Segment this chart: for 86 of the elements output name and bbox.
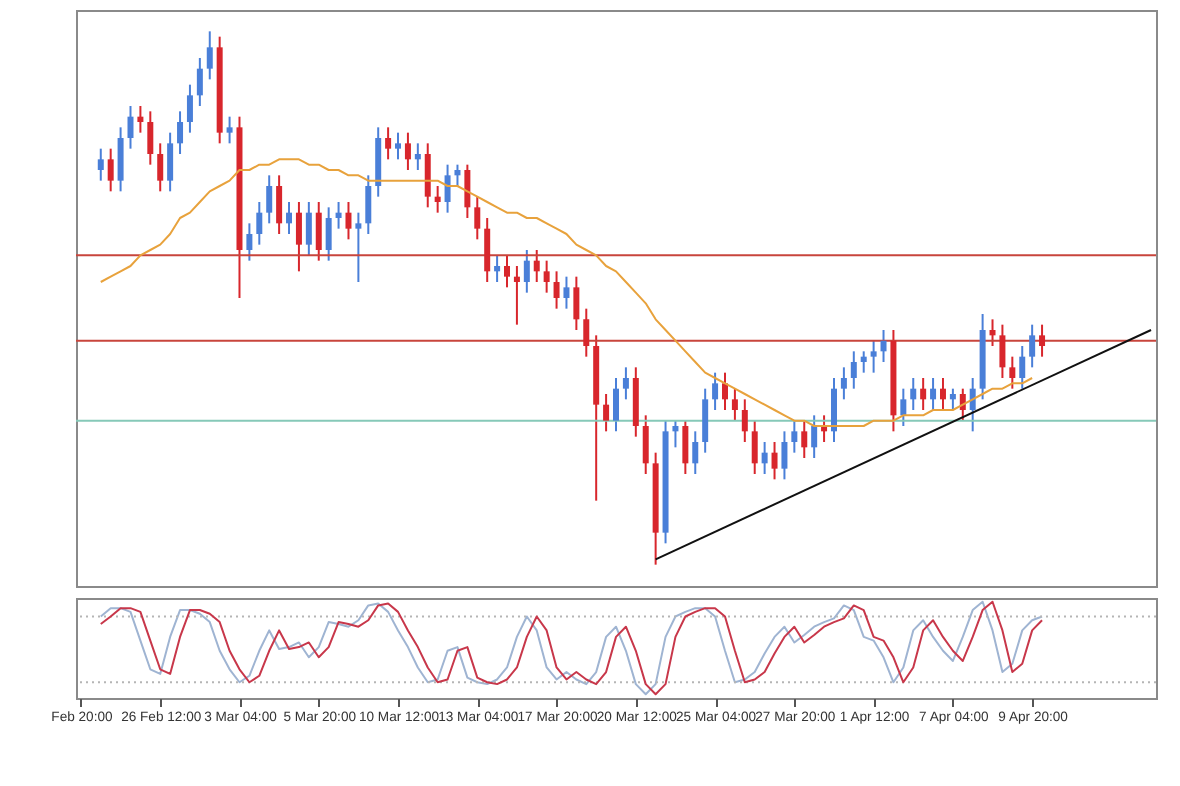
candlestick <box>206 30 213 81</box>
candlestick <box>939 377 946 411</box>
candlestick <box>949 387 956 411</box>
candlestick <box>137 105 144 134</box>
candlestick <box>484 217 491 283</box>
candlestick <box>1019 345 1026 390</box>
candlestick <box>315 201 322 262</box>
candlestick <box>563 275 570 310</box>
candlestick <box>731 387 738 422</box>
candlestick <box>603 393 610 433</box>
candlestick <box>454 163 461 187</box>
candlestick <box>910 377 917 411</box>
candlestick <box>345 201 352 241</box>
candlestick <box>761 441 768 475</box>
candlestick <box>880 329 887 363</box>
candlestick <box>999 323 1006 379</box>
candlestick <box>494 254 501 283</box>
candlestick <box>642 414 649 475</box>
candlestick <box>365 174 372 235</box>
candlestick <box>196 57 203 107</box>
candlestick <box>860 350 867 374</box>
candlestick <box>989 318 996 347</box>
candlestick <box>1039 323 1046 358</box>
candlestick <box>702 387 709 454</box>
candlestick <box>186 83 193 134</box>
candlestick <box>147 110 154 166</box>
candlestick <box>920 377 927 411</box>
candlestick <box>276 174 283 235</box>
candlestick <box>474 195 481 241</box>
candlestick <box>811 414 818 459</box>
candlestick <box>1029 323 1036 369</box>
candlestick <box>504 254 511 289</box>
candlestick <box>325 206 332 262</box>
candlestick <box>543 259 550 294</box>
candlestick <box>414 142 421 171</box>
candlestick <box>395 131 402 161</box>
candlestick <box>622 366 629 401</box>
candlestick <box>930 377 937 411</box>
candlestick <box>513 265 520 326</box>
candlestick <box>266 174 273 225</box>
candlestick <box>840 366 847 401</box>
candlestick <box>246 222 253 262</box>
candlestick <box>672 419 679 449</box>
candlestick <box>424 142 431 209</box>
candlestick <box>741 398 748 443</box>
candlestick <box>900 387 907 427</box>
candlestick <box>850 350 857 390</box>
candlestick <box>721 371 728 411</box>
candlestick <box>523 249 530 294</box>
candlestick <box>97 147 104 182</box>
candlestick <box>801 419 808 459</box>
candlestick <box>295 201 302 273</box>
candlestick <box>553 270 560 310</box>
candlestick <box>583 307 590 358</box>
candlestick <box>305 201 312 257</box>
candlestick <box>613 377 619 433</box>
candlestick <box>375 126 382 198</box>
candlestick <box>167 131 174 193</box>
candlestick <box>434 185 441 214</box>
candlestick <box>107 147 114 193</box>
candlestick <box>692 430 699 475</box>
candlestick <box>771 441 778 481</box>
candlestick <box>177 110 184 155</box>
candlestick <box>226 115 233 145</box>
candlestick <box>444 163 451 214</box>
candlestick <box>751 419 758 475</box>
candlestick <box>573 275 580 331</box>
candlestick <box>117 126 124 193</box>
candlestick <box>781 430 788 481</box>
candlestick <box>335 201 342 230</box>
candlestick <box>464 163 471 219</box>
candlestick <box>533 249 540 283</box>
candlestick <box>404 131 411 171</box>
candlestick <box>682 419 689 475</box>
candlestick <box>256 201 263 246</box>
candlestick <box>1009 355 1016 390</box>
candlestick <box>791 419 798 454</box>
candlestick <box>355 211 362 283</box>
candlestick <box>157 142 164 193</box>
candlestick <box>286 201 293 235</box>
candlestick <box>830 377 837 443</box>
candlestick <box>712 371 719 411</box>
candlestick <box>385 126 392 161</box>
candlestick <box>870 339 877 374</box>
candlestick <box>632 366 639 438</box>
candlestick <box>127 105 134 150</box>
